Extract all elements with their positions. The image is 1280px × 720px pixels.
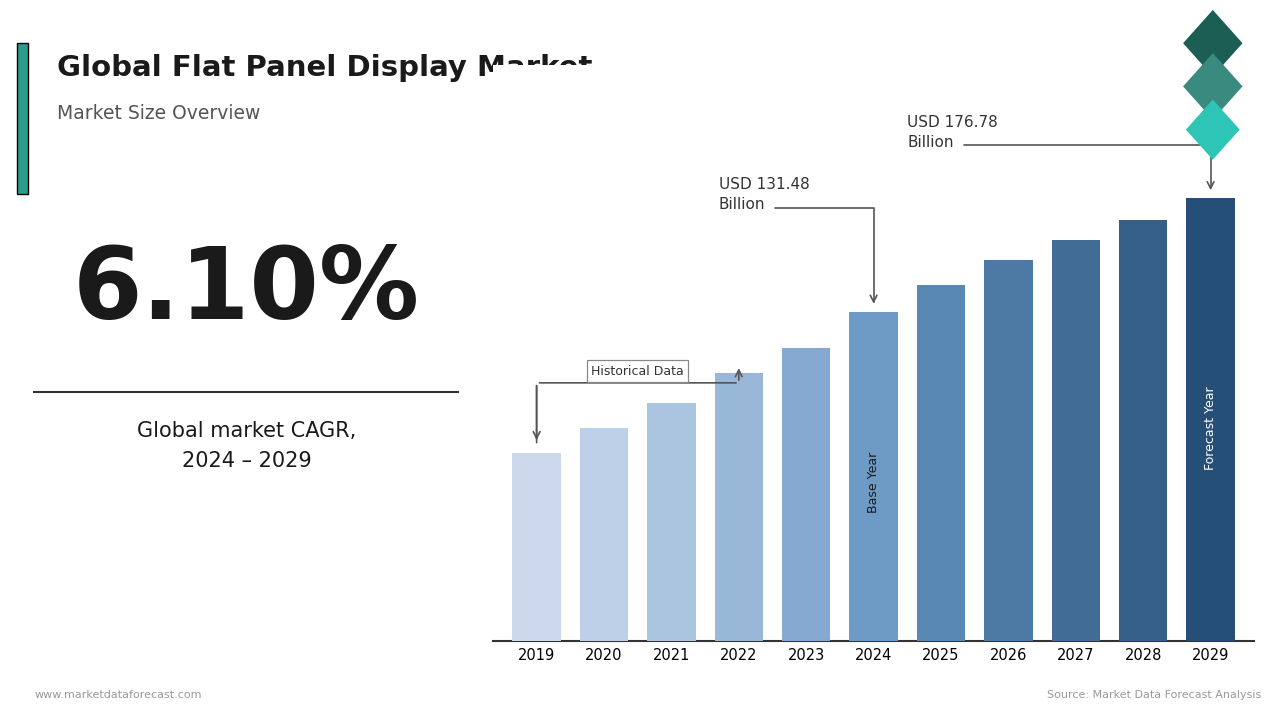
- Bar: [714, 373, 763, 641]
- Text: Market Size Overview: Market Size Overview: [56, 104, 260, 123]
- Bar: [782, 348, 831, 641]
- FancyBboxPatch shape: [17, 43, 28, 194]
- Bar: [916, 285, 965, 641]
- Text: Global Flat Panel Display Market: Global Flat Panel Display Market: [56, 54, 593, 82]
- Text: www.marketdataforecast.com: www.marketdataforecast.com: [35, 690, 202, 700]
- Text: USD 131.48
Billion: USD 131.48 Billion: [718, 178, 809, 212]
- Text: Historical Data: Historical Data: [591, 365, 684, 378]
- Text: Global market CAGR,
2024 – 2029: Global market CAGR, 2024 – 2029: [137, 421, 356, 471]
- Polygon shape: [1183, 10, 1243, 76]
- Bar: [580, 428, 628, 641]
- Bar: [512, 453, 561, 641]
- Polygon shape: [1183, 53, 1243, 120]
- Bar: [984, 260, 1033, 641]
- Bar: [850, 312, 897, 641]
- Bar: [1119, 220, 1167, 641]
- Text: USD 176.78
Billion: USD 176.78 Billion: [908, 115, 998, 150]
- Bar: [1187, 198, 1235, 641]
- Bar: [1052, 240, 1100, 641]
- Text: Source: Market Data Forecast Analysis: Source: Market Data Forecast Analysis: [1047, 690, 1261, 700]
- Text: Base Year: Base Year: [867, 452, 881, 513]
- Bar: [648, 403, 695, 641]
- Polygon shape: [1187, 99, 1239, 160]
- Text: 6.10%: 6.10%: [73, 243, 420, 340]
- Text: Forecast Year: Forecast Year: [1204, 387, 1217, 470]
